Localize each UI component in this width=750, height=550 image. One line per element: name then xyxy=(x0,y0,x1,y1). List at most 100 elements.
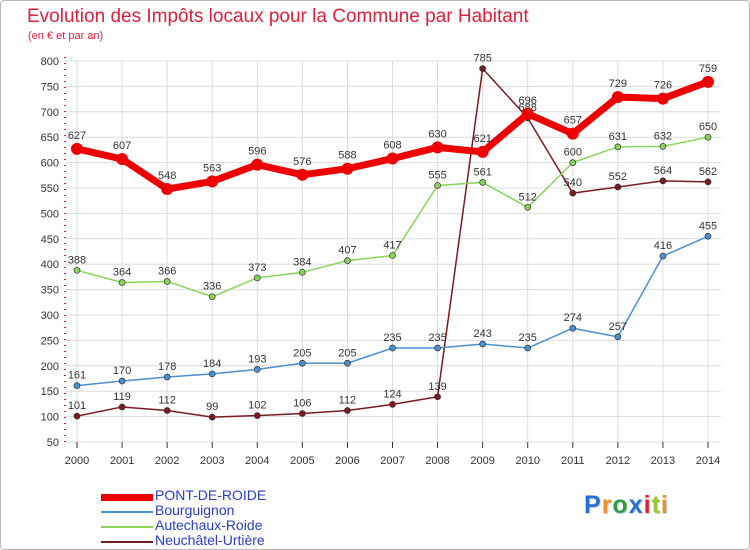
data-label-autechaux-roide: 364 xyxy=(113,266,131,278)
data-point-neuchatel-urtiere xyxy=(253,412,261,419)
y-tick-label: 200 xyxy=(41,361,59,373)
x-tick-label: 2014 xyxy=(696,455,720,467)
data-point-neuchatel-urtiere xyxy=(163,407,171,414)
data-point-bourguignon xyxy=(614,333,622,341)
x-tick-label: 2009 xyxy=(470,455,494,467)
x-tick-label: 2001 xyxy=(110,455,134,467)
data-label-bourguignon: 243 xyxy=(473,328,491,340)
data-point-pont-de-roide xyxy=(566,127,579,140)
x-tick-label: 2013 xyxy=(651,455,675,467)
data-label-autechaux-roide: 336 xyxy=(203,281,221,293)
data-label-pont-de-roide: 608 xyxy=(383,140,401,152)
data-point-pont-de-roide xyxy=(431,141,444,154)
data-label-neuchatel-urtiere: 112 xyxy=(158,395,176,407)
y-tick-label: 100 xyxy=(41,412,59,424)
data-label-pont-de-roide: 596 xyxy=(248,146,266,158)
data-label-pont-de-roide: 607 xyxy=(113,140,131,152)
legend-label-pont-de-roide: PONT-DE-ROIDE xyxy=(155,487,267,503)
data-point-autechaux-roide xyxy=(163,278,171,285)
data-label-autechaux-roide: 631 xyxy=(609,131,627,143)
chart-title: Evolution des Impôts locaux pour la Comm… xyxy=(27,6,529,27)
data-point-neuchatel-urtiere xyxy=(344,407,351,414)
data-label-autechaux-roide: 373 xyxy=(248,262,266,274)
data-label-pont-de-roide: 729 xyxy=(609,78,627,90)
data-label-pont-de-roide: 759 xyxy=(699,63,717,75)
data-point-bourguignon xyxy=(73,382,81,389)
data-point-bourguignon xyxy=(344,359,351,367)
data-point-autechaux-roide xyxy=(73,266,81,274)
x-tick-label: 2000 xyxy=(65,455,89,467)
data-label-bourguignon: 161 xyxy=(68,370,86,382)
data-label-neuchatel-urtiere: 785 xyxy=(473,53,491,65)
data-point-neuchatel-urtiere xyxy=(73,412,81,420)
data-label-pont-de-roide: 696 xyxy=(519,95,537,107)
data-label-bourguignon: 235 xyxy=(519,332,537,344)
x-tick-label: 2006 xyxy=(335,455,359,467)
data-label-bourguignon: 235 xyxy=(428,332,446,344)
data-point-pont-de-roide xyxy=(656,92,669,105)
data-label-bourguignon: 235 xyxy=(383,332,401,344)
y-tick-label: 150 xyxy=(41,386,59,398)
data-label-pont-de-roide: 563 xyxy=(203,162,221,174)
x-tick-label: 2011 xyxy=(561,455,585,467)
data-label-pont-de-roide: 548 xyxy=(158,170,176,182)
x-tick-label: 2012 xyxy=(606,455,630,467)
x-tick-label: 2005 xyxy=(290,455,314,467)
data-label-autechaux-roide: 417 xyxy=(383,240,401,252)
data-point-pont-de-roide xyxy=(611,91,624,104)
data-label-neuchatel-urtiere: 124 xyxy=(383,388,401,400)
data-point-bourguignon xyxy=(253,366,261,373)
data-label-autechaux-roide: 388 xyxy=(68,254,86,266)
data-label-autechaux-roide: 407 xyxy=(338,245,356,257)
data-point-autechaux-roide xyxy=(118,279,126,286)
data-point-autechaux-roide xyxy=(434,182,441,189)
logo-letter: t xyxy=(651,491,661,519)
legend-label-bourguignon: Bourguignon xyxy=(155,502,235,518)
data-label-neuchatel-urtiere: 564 xyxy=(654,165,672,177)
data-label-bourguignon: 205 xyxy=(293,347,311,359)
legend-swatch-autechaux-roide xyxy=(101,526,153,528)
data-point-pont-de-roide xyxy=(206,175,219,188)
data-label-pont-de-roide: 621 xyxy=(473,133,491,145)
y-tick-label: 350 xyxy=(41,285,59,297)
y-tick-label: 50 xyxy=(47,437,59,449)
y-tick-label: 300 xyxy=(41,310,59,322)
data-label-autechaux-roide: 600 xyxy=(564,147,582,159)
data-point-autechaux-roide xyxy=(569,159,577,166)
data-label-neuchatel-urtiere: 119 xyxy=(113,391,131,403)
data-label-autechaux-roide: 555 xyxy=(428,169,446,181)
chart-subtitle: (en € et par an) xyxy=(28,30,104,42)
x-tick-label: 2010 xyxy=(515,455,539,467)
y-tick-label: 700 xyxy=(41,107,59,119)
data-label-bourguignon: 257 xyxy=(609,321,627,333)
data-label-pont-de-roide: 576 xyxy=(293,156,311,168)
data-label-pont-de-roide: 657 xyxy=(564,115,582,127)
data-point-bourguignon xyxy=(479,340,486,348)
data-label-neuchatel-urtiere: 540 xyxy=(564,177,582,189)
data-point-autechaux-roide xyxy=(208,293,216,301)
data-point-bourguignon xyxy=(163,373,171,381)
logo-letter: i xyxy=(660,491,669,519)
data-label-neuchatel-urtiere: 112 xyxy=(339,395,357,407)
data-point-neuchatel-urtiere xyxy=(569,189,577,197)
x-tick-label: 2007 xyxy=(380,455,404,467)
data-point-bourguignon xyxy=(118,377,126,385)
data-label-pont-de-roide: 630 xyxy=(428,128,446,140)
data-point-bourguignon xyxy=(208,370,216,378)
data-label-neuchatel-urtiere: 552 xyxy=(609,171,627,183)
data-point-neuchatel-urtiere xyxy=(659,177,667,185)
legend-swatch-neuchatel-urtiere xyxy=(101,541,153,543)
data-label-autechaux-roide: 561 xyxy=(473,166,491,178)
logo-letter: x xyxy=(628,491,644,519)
data-point-neuchatel-urtiere xyxy=(704,178,712,186)
x-tick-label: 2003 xyxy=(200,455,224,467)
data-label-bourguignon: 416 xyxy=(654,240,672,252)
data-label-neuchatel-urtiere: 139 xyxy=(428,381,446,393)
x-tick-label: 2004 xyxy=(245,455,269,467)
data-label-bourguignon: 170 xyxy=(113,365,131,377)
data-point-autechaux-roide xyxy=(344,257,351,264)
data-label-neuchatel-urtiere: 99 xyxy=(206,401,218,413)
data-label-bourguignon: 274 xyxy=(564,312,582,324)
data-point-pont-de-roide xyxy=(161,183,174,196)
